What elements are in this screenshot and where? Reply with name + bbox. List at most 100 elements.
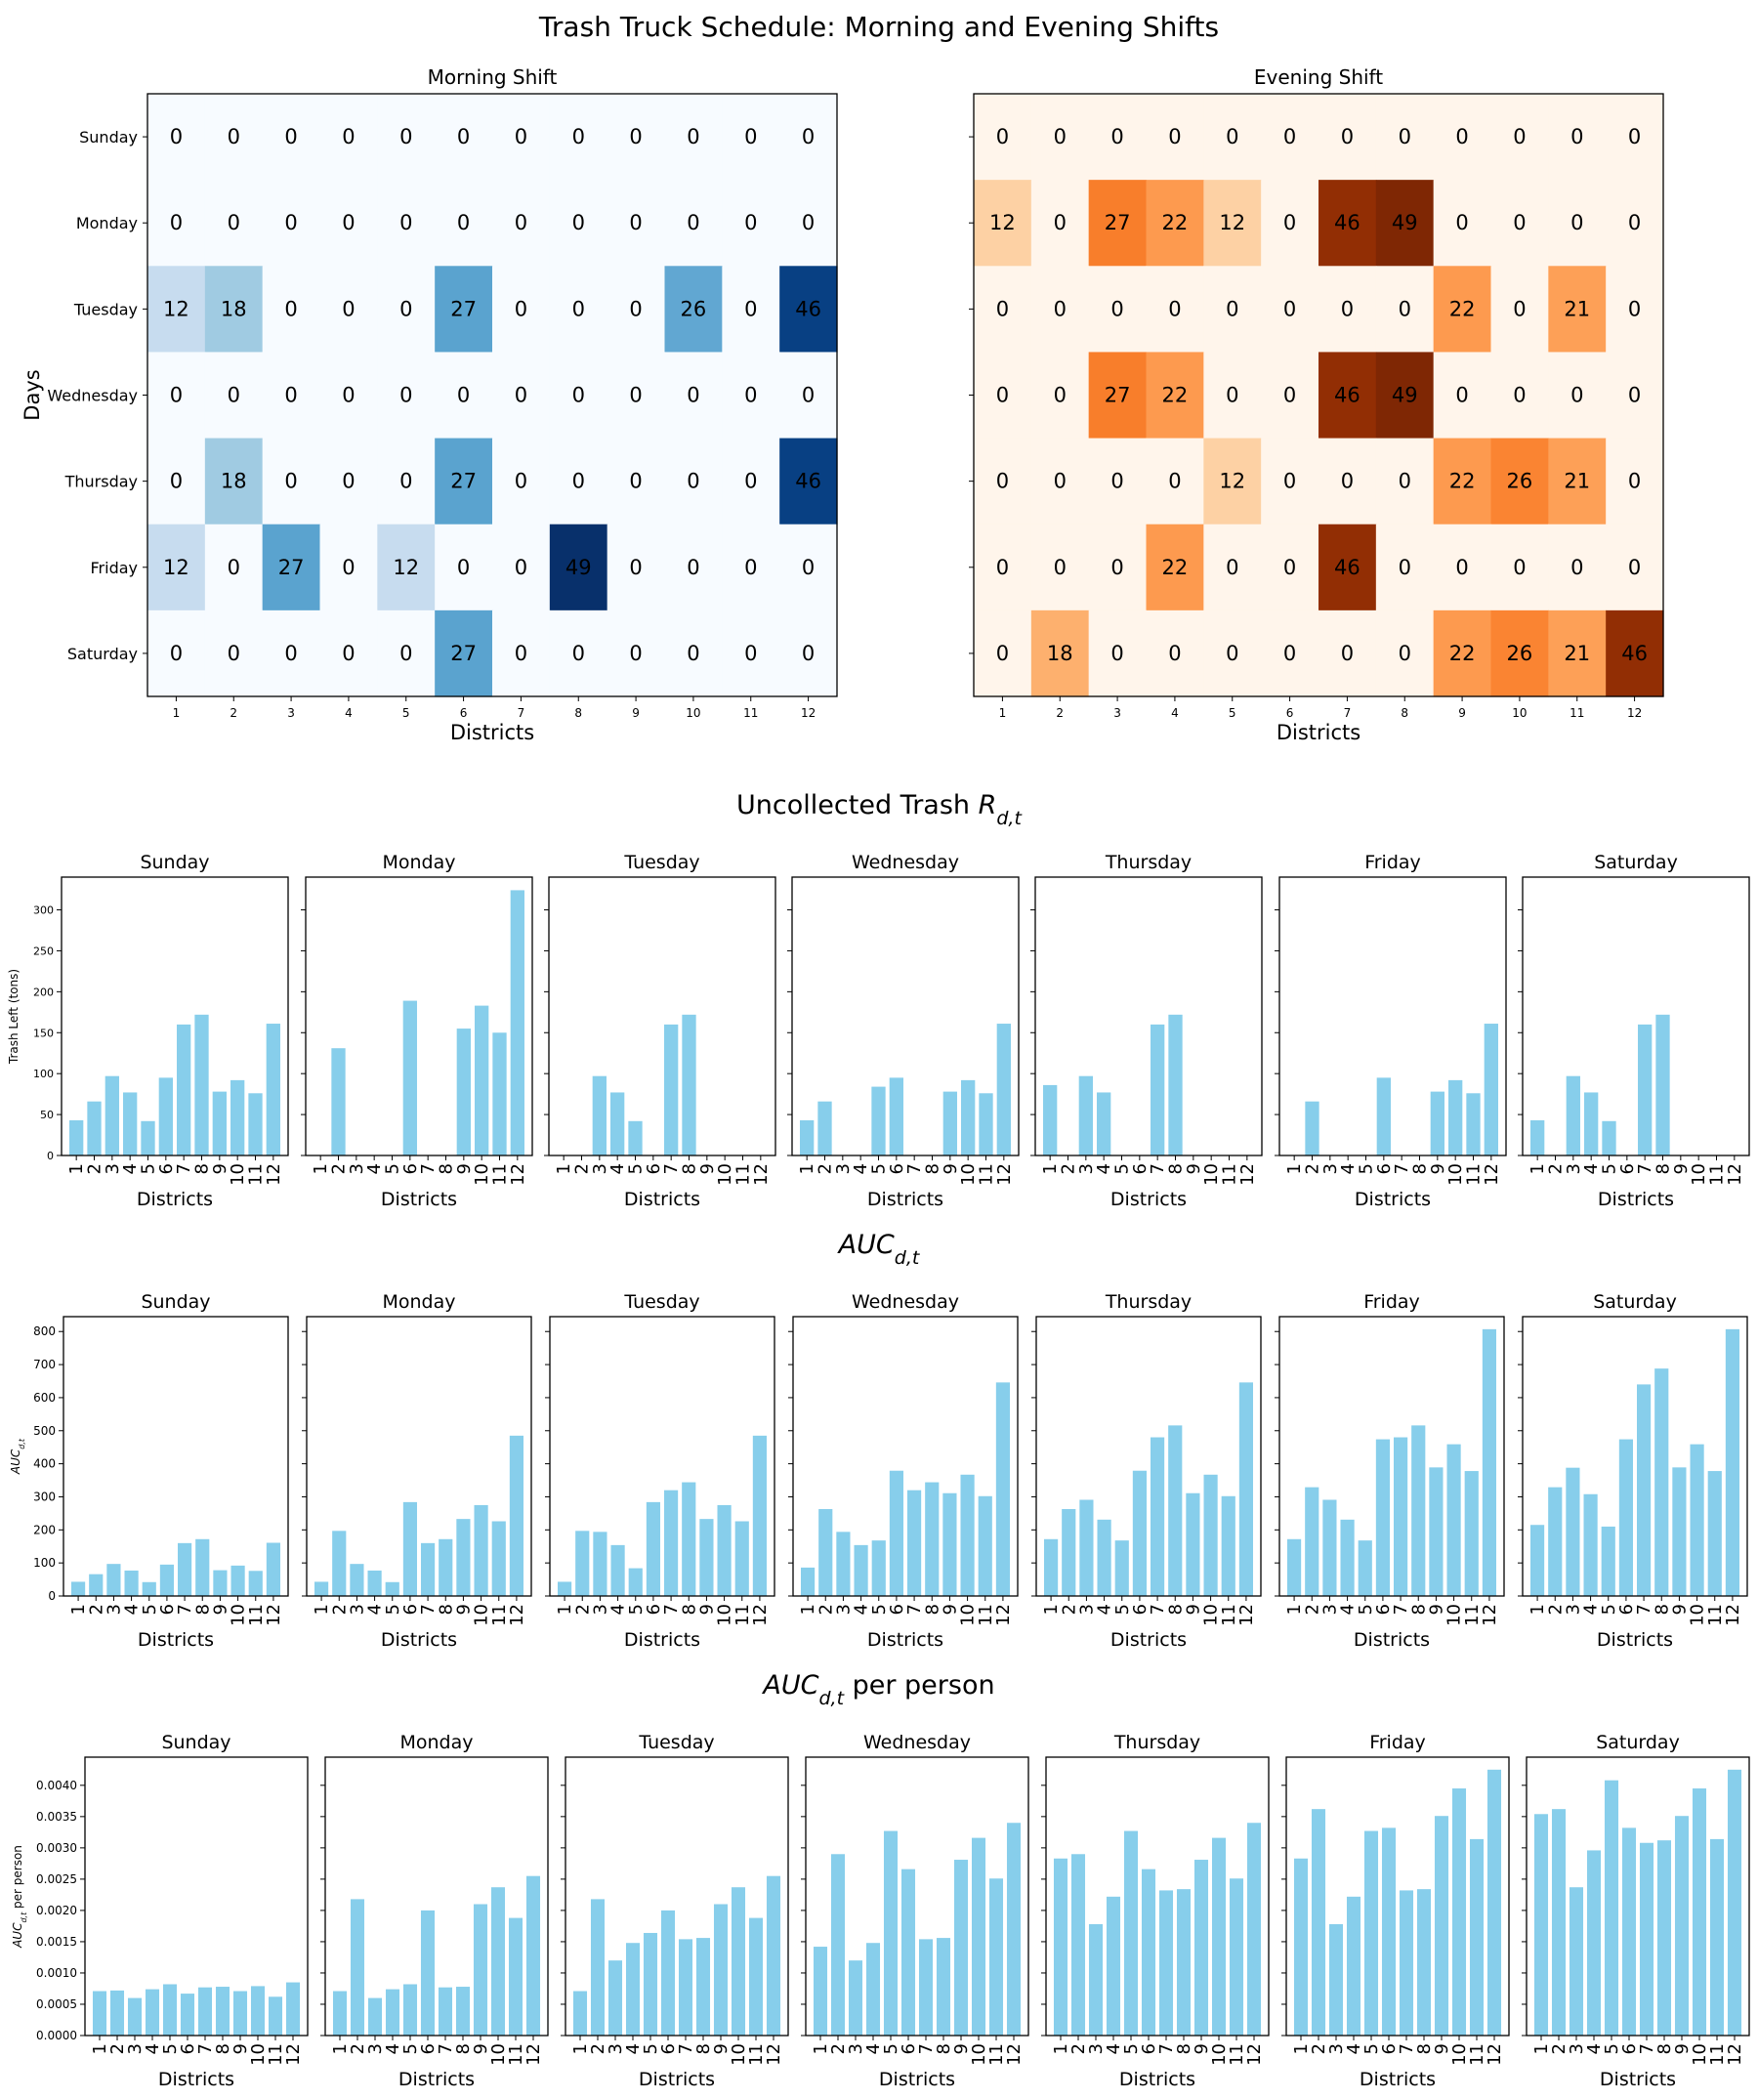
x-tick-label: 1 [173, 706, 181, 720]
x-tick-label: 11 [490, 1163, 511, 1186]
bar [800, 1119, 815, 1155]
heatmap-cell [1203, 609, 1262, 697]
x-tick-label: 1 [797, 1163, 817, 1174]
heatmap-cell-label: 0 [629, 384, 642, 407]
bar [1429, 1467, 1444, 1596]
bar [628, 1120, 643, 1155]
heatmap-cell-label: 0 [399, 211, 412, 234]
x-tick-label: 7 [1391, 1604, 1411, 1615]
bar [865, 1943, 881, 2036]
heatmap-cell-label: 0 [1110, 297, 1123, 320]
bar [456, 1029, 471, 1155]
heatmap-cell-label: 0 [1399, 642, 1411, 665]
heatmap-cell-label: 0 [802, 211, 815, 234]
heatmap-cell [1203, 524, 1262, 611]
heatmap-cell [1261, 438, 1319, 525]
y-tick-label: 250 [33, 945, 54, 957]
x-tick-label: 10 [1512, 706, 1527, 720]
x-tick-label: 7 [436, 2043, 456, 2054]
x-tick-label: 3 [833, 1604, 854, 1615]
heatmap-cell-label: 0 [1283, 556, 1296, 579]
x-tick-label: 10 [1209, 2043, 1230, 2066]
bar [332, 1531, 347, 1596]
heatmap-cell [1606, 524, 1664, 611]
bar [402, 1501, 418, 1596]
x-tick-label: 10 [715, 1604, 735, 1626]
x-tick-label: 1 [570, 2043, 591, 2054]
heatmap-cell-label: 0 [744, 556, 757, 579]
heatmap-cell [722, 94, 780, 181]
panel-title: Tuesday [623, 1291, 699, 1313]
bar [1602, 1120, 1616, 1155]
x-tick-label: 5 [139, 1163, 159, 1174]
x-tick-label: 1 [811, 2043, 831, 2054]
x-axis-label: Districts [1119, 2069, 1195, 2090]
x-tick-label: 12 [283, 2043, 304, 2066]
bar [1203, 1474, 1218, 1596]
x-tick-label: 9 [454, 1163, 475, 1174]
heatmap-cell [1088, 609, 1148, 697]
panel-title: Tuesday [638, 1732, 714, 1753]
heatmap-cell-label: 0 [1513, 125, 1526, 148]
heatmap-cell-label: 0 [228, 211, 240, 234]
heatmap-cell-label: 22 [1449, 470, 1476, 493]
bar [509, 1435, 524, 1596]
heatmap-cell-label: 0 [515, 384, 527, 407]
heatmap-cell [1030, 266, 1090, 354]
heatmap-cell [1548, 438, 1607, 525]
heatmap-cell [1548, 352, 1607, 440]
heatmap-cell [779, 524, 838, 611]
x-tick-label: 6 [1374, 1163, 1395, 1174]
x-tick-label: 3 [347, 1163, 367, 1174]
chart-layer: 0 0 0 0 0 0 0 0 0 0 0 00 0 0 0 0 0 0 0 0 0 0 012 18 0 0 0 27 0 0 0 26 0 4… [7, 65, 1750, 2090]
heatmap-cell-label: 0 [342, 211, 355, 234]
x-tick-label: 8 [213, 2043, 233, 2054]
heatmap-cell [779, 180, 838, 267]
panel-title: Friday [1364, 852, 1421, 873]
heatmap-cell [1433, 524, 1492, 611]
bar [1151, 1024, 1165, 1155]
heatmap-cell [377, 524, 436, 611]
heatmap-cell-label: 0 [515, 211, 527, 234]
heatmap-cell [1318, 438, 1377, 525]
x-tick-label: 2 [230, 706, 237, 720]
bar [1464, 1471, 1479, 1596]
heatmap-cell [1490, 94, 1549, 181]
heatmap-cell [607, 352, 666, 440]
x-tick-label: 7 [916, 2043, 937, 2054]
x-tick-label: 9 [210, 1163, 230, 1174]
x-tick-label: 4 [852, 1604, 872, 1615]
heatmap-cell [722, 438, 780, 525]
x-tick-label: 5 [1121, 2043, 1142, 2054]
bar-panel-frame [61, 876, 289, 1156]
heatmap-title: Morning Shift [428, 65, 558, 89]
heatmap-cell-label: 0 [572, 125, 585, 148]
x-tick-label: 10 [229, 1604, 249, 1626]
x-tick-label: 10 [969, 2043, 989, 2066]
x-tick-label: 11 [1467, 2043, 1487, 2066]
heatmap-cell-label: 46 [1334, 211, 1360, 234]
x-tick-label: 2 [816, 1163, 836, 1174]
x-tick-label: 6 [157, 1604, 178, 1615]
x-tick-label: 6 [1130, 1163, 1151, 1174]
heatmap-cell-label: 27 [450, 642, 477, 665]
heatmap-cell-label: 0 [457, 125, 470, 148]
bar-panel-frame [1522, 876, 1750, 1156]
heatmap-cell [664, 94, 723, 181]
x-tick-label: 4 [863, 2043, 884, 2054]
x-tick-label: 11 [1707, 1163, 1728, 1186]
x-tick-label: 10 [472, 1163, 492, 1186]
heatmap-cell [1318, 609, 1377, 697]
bar [439, 1538, 453, 1596]
x-tick-label: 1 [1040, 1163, 1061, 1174]
x-tick-label: 5 [1599, 1604, 1619, 1615]
x-tick-label: 2 [329, 1163, 350, 1174]
heatmap-cell-label: 0 [744, 642, 757, 665]
x-axis-label: Districts [1360, 2069, 1436, 2090]
x-axis-label: Districts [1598, 1189, 1674, 1210]
x-tick-label: 7 [1344, 706, 1352, 720]
x-tick-label: 6 [418, 2043, 439, 2054]
heatmap-cell [779, 94, 838, 181]
bar [960, 1474, 975, 1596]
heatmap-cell-label: 0 [1283, 384, 1296, 407]
